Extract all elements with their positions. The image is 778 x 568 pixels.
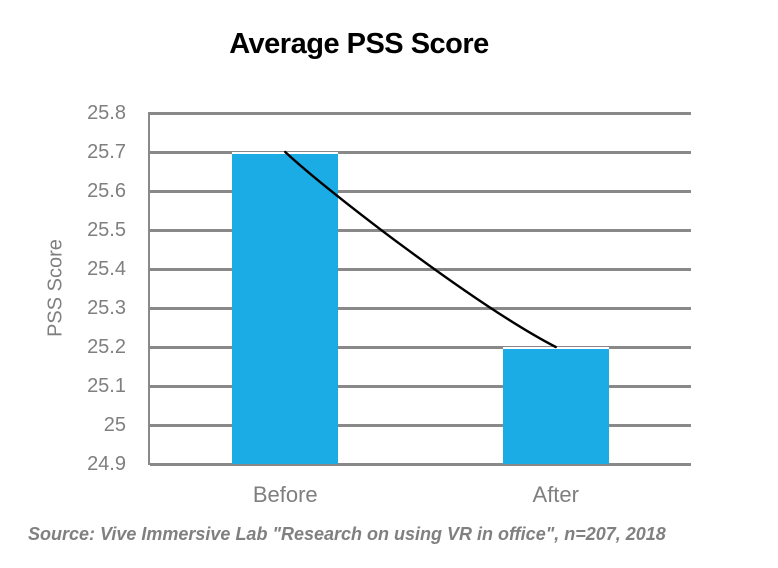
gridline	[150, 150, 691, 154]
plot-area	[148, 111, 691, 466]
y-tick-label: 25.3	[87, 297, 126, 319]
gridline	[150, 423, 691, 427]
x-tick-label-before: Before	[252, 482, 318, 507]
gridline	[150, 267, 691, 271]
gridline	[150, 228, 691, 232]
x-tick-label-after: After	[532, 482, 579, 507]
gridline	[150, 462, 691, 466]
gridline	[150, 189, 691, 193]
trend-line	[284, 150, 557, 349]
x-axis-labels: Before After	[150, 481, 691, 511]
y-tick-label: 24.9	[87, 453, 126, 475]
gridline	[150, 384, 691, 388]
y-axis-line	[148, 112, 150, 465]
chart-title: Average PSS Score	[229, 28, 489, 60]
trend-line-path	[284, 150, 557, 349]
y-tick-label: 25.4	[87, 258, 126, 280]
y-tick-label: 25	[103, 414, 126, 436]
y-tick-label: 25.6	[87, 180, 126, 202]
bar-before	[232, 152, 339, 464]
y-tick-label: 25.8	[87, 102, 126, 124]
gridline	[150, 345, 691, 349]
y-tick-label: 25.2	[87, 336, 126, 358]
source-note: Source: Vive Immersive Lab "Research on …	[28, 524, 666, 544]
gridline	[150, 111, 691, 115]
y-tick-label: 25.1	[87, 375, 126, 397]
gridline	[150, 306, 691, 310]
y-tick-label: 25.7	[87, 141, 126, 163]
y-tick-label: 25.5	[87, 219, 126, 241]
y-axis-tick-labels: 25.8 25.7 25.6 25.5 25.4 25.3 25.2 25.1 25 24.9	[0, 102, 126, 475]
